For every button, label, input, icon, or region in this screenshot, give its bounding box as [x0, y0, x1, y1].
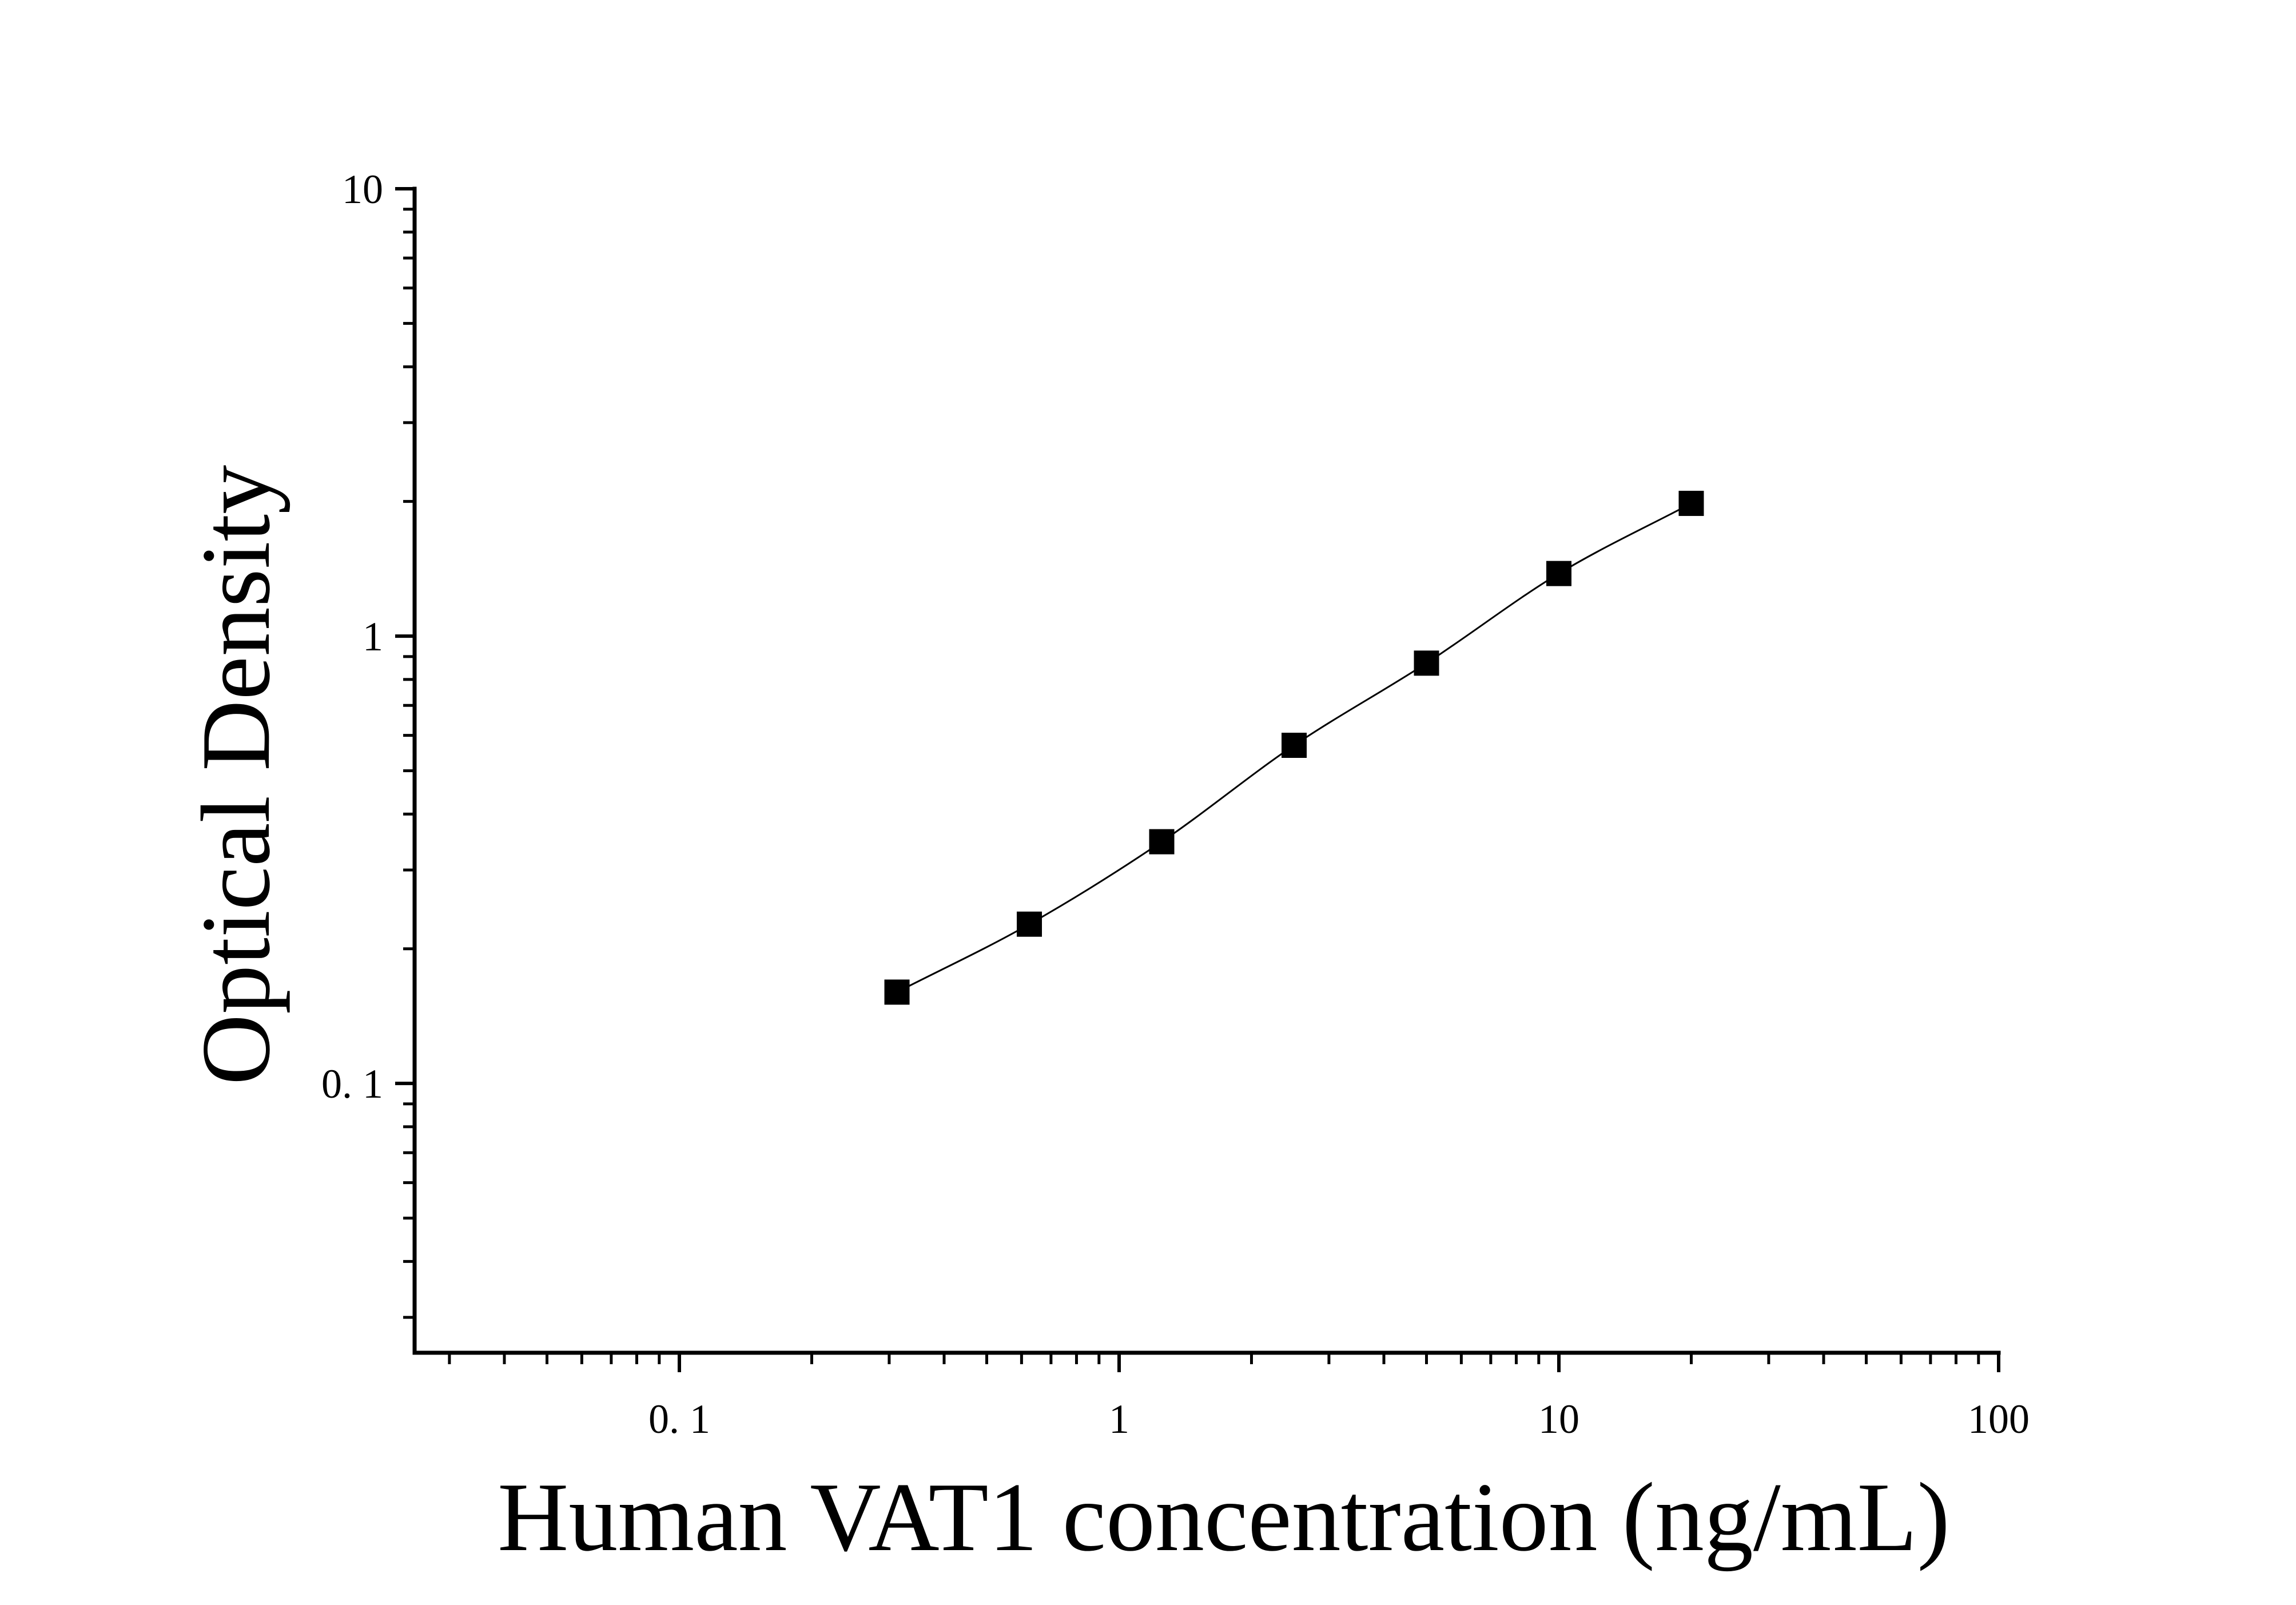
axes: [412, 186, 2001, 1355]
data-point: [1149, 829, 1175, 855]
y-tick-label: 10: [342, 166, 383, 212]
axis-ticks: [395, 187, 2000, 1372]
y-axis-title: Optical Density: [182, 465, 291, 1085]
data-point: [1414, 650, 1439, 676]
data-point: [1282, 732, 1307, 758]
data-points: [884, 491, 1704, 1005]
x-tick-label: 10: [1538, 1396, 1579, 1442]
tick-labels: 0. 1 1 10 100 0. 1 1 10: [321, 166, 2030, 1442]
x-tick-label: 100: [1968, 1396, 2030, 1442]
data-point: [884, 979, 910, 1005]
y-tick-label: 1: [363, 614, 383, 660]
x-tick-label: 0. 1: [648, 1396, 710, 1442]
y-tick-label: 0. 1: [321, 1061, 383, 1107]
x-tick-label: 1: [1109, 1396, 1129, 1442]
data-point: [1017, 911, 1042, 937]
data-point: [1678, 491, 1704, 517]
x-axis-title: Human VAT1 concentration (ng/mL): [498, 1463, 1950, 1572]
data-point: [1546, 561, 1571, 586]
